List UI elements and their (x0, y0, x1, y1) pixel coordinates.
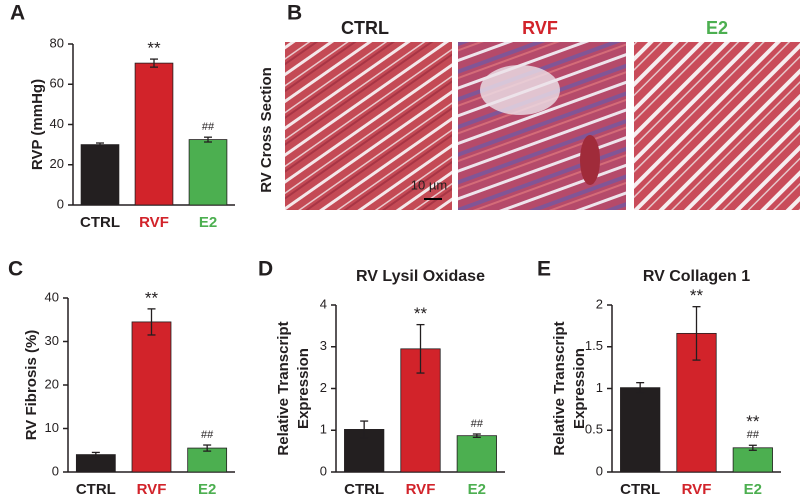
y-tick-label: 3 (320, 338, 327, 353)
bar (80, 144, 120, 206)
x-tick-label: CTRL (76, 481, 116, 498)
histology-image (458, 42, 626, 210)
significance-label: ** (690, 286, 704, 305)
histology-detail (480, 65, 560, 115)
y-tick-label: 2 (596, 296, 603, 311)
error-bar (204, 136, 212, 143)
y-tick-label: 0 (320, 463, 327, 478)
y-tick-label: 40 (45, 289, 59, 304)
error-bar (472, 433, 481, 438)
significance-label: ## (747, 429, 760, 441)
image-title: RVF (522, 18, 558, 38)
y-tick-label: 30 (45, 333, 59, 348)
error-bar (416, 323, 425, 374)
panel-label: A (10, 2, 25, 25)
x-tick-label: RVF (406, 481, 436, 498)
significance-label: ** (414, 304, 428, 323)
bar (134, 62, 174, 206)
scale-bar-label: 10 µm (411, 177, 447, 192)
significance-label: ** (746, 412, 760, 431)
x-tick-label: E2 (468, 481, 486, 498)
y-tick-label: 0 (596, 463, 603, 478)
y-axis-label: Relative Transcript (275, 321, 292, 455)
y-tick-label: 4 (320, 296, 327, 311)
y-tick-label: 60 (50, 76, 64, 91)
histology-detail (580, 135, 600, 185)
significance-label: ## (471, 418, 484, 430)
bar (131, 321, 172, 473)
x-tick-label: CTRL (344, 481, 384, 498)
significance-label: ## (201, 429, 214, 441)
significance-label: ## (202, 121, 215, 133)
bar (620, 387, 661, 473)
image-title: E2 (706, 18, 728, 38)
y-tick-label: 10 (45, 420, 59, 435)
error-bar (150, 58, 158, 68)
y-tick-label: 0 (52, 463, 59, 478)
panel-b: B RV Cross Section CTRL RVF E2 10 µm (258, 2, 800, 210)
error-bar (96, 142, 104, 147)
bar (456, 435, 497, 473)
error-bar (748, 444, 757, 451)
y-tick-label: 1 (596, 380, 603, 395)
y-tick-label: 1 (320, 422, 327, 437)
error-bar (360, 420, 369, 439)
chart-title: RV Collagen 1 (643, 268, 750, 285)
chart-title: RV Lysil Oxidase (356, 268, 485, 285)
error-bar (203, 444, 212, 452)
y-axis-label: RV Cross Section (258, 67, 275, 193)
error-bar (91, 451, 100, 458)
panel-label: C (8, 258, 23, 281)
histology-image (634, 42, 800, 210)
x-tick-label: E2 (198, 481, 216, 498)
histology-image (285, 42, 452, 210)
y-axis-label: Relative Transcript (551, 321, 568, 455)
x-tick-label: CTRL (620, 481, 660, 498)
y-tick-label: 2 (320, 380, 327, 395)
y-tick-label: 1.5 (585, 338, 603, 353)
panel-label: D (258, 258, 273, 281)
y-tick-label: 0 (57, 196, 64, 211)
x-tick-label: RVF (139, 214, 169, 231)
bar (188, 139, 228, 206)
y-tick-label: 20 (45, 376, 59, 391)
error-bar (147, 308, 156, 336)
y-tick-label: 40 (50, 116, 64, 131)
y-tick-label: 0.5 (585, 422, 603, 437)
significance-label: ** (147, 39, 161, 58)
significance-label: ** (145, 288, 159, 307)
x-tick-label: CTRL (80, 214, 120, 231)
panel-label: B (287, 2, 302, 25)
y-axis-label: Expression (295, 348, 312, 429)
y-tick-label: 20 (50, 156, 64, 171)
x-tick-label: RVF (137, 481, 167, 498)
y-axis-label: Expression (571, 348, 588, 429)
error-bar (692, 306, 701, 361)
y-axis-label: RV Fibrosis (%) (23, 330, 40, 441)
y-axis-label: RVP (mmHg) (29, 79, 46, 170)
x-tick-label: E2 (744, 481, 762, 498)
error-bar (636, 382, 645, 394)
y-tick-label: 80 (50, 35, 64, 50)
x-tick-label: E2 (199, 214, 217, 231)
bar (732, 447, 773, 473)
x-tick-label: RVF (682, 481, 712, 498)
panel-label: E (537, 258, 551, 281)
image-title: CTRL (341, 18, 389, 38)
